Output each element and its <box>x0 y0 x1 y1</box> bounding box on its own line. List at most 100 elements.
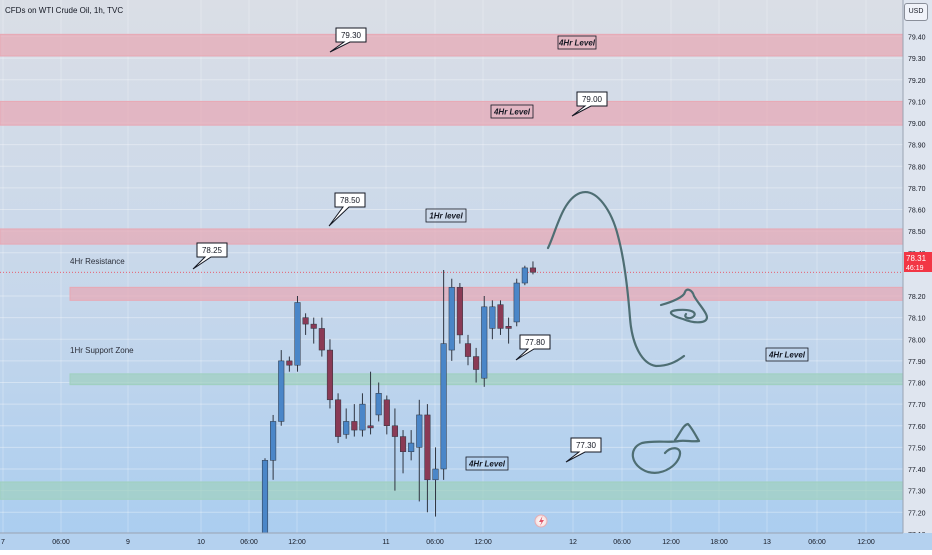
candle[interactable] <box>529 261 537 275</box>
price-callout[interactable] <box>571 91 608 117</box>
current-price-background <box>904 252 932 272</box>
time-axis-background <box>0 533 932 550</box>
candle-body <box>343 421 350 435</box>
time-tick-label: 12:00 <box>662 539 680 546</box>
candle[interactable] <box>326 339 334 409</box>
candle[interactable] <box>521 265 528 286</box>
candle[interactable] <box>318 317 325 357</box>
price-callout-text: 77.30 <box>576 441 597 450</box>
time-tick-label: 12:00 <box>474 539 492 546</box>
zone-label: 4Hr Level <box>468 460 506 469</box>
price-callout-text: 77.80 <box>525 338 546 347</box>
zone-label-box <box>465 456 509 471</box>
candle-body <box>424 414 431 481</box>
candle-body <box>473 356 480 370</box>
candle[interactable] <box>359 393 366 437</box>
flash-icon[interactable] <box>534 514 548 528</box>
candle-body <box>278 360 285 422</box>
time-tick-label: 12:00 <box>857 539 875 546</box>
candle-body <box>351 421 358 431</box>
candle[interactable] <box>335 393 342 444</box>
candle[interactable] <box>481 296 488 387</box>
candle-body <box>391 425 398 437</box>
time-tick-label: 11 <box>382 539 389 546</box>
price-tick-label: 77.80 <box>908 381 926 388</box>
candle[interactable] <box>416 399 423 502</box>
candle-body <box>399 436 407 452</box>
candle[interactable] <box>367 371 374 435</box>
candle[interactable] <box>473 347 480 383</box>
hand-drawn-projection <box>546 191 708 474</box>
price-tick-label: 78.60 <box>908 208 926 215</box>
zone-band[interactable] <box>0 481 904 500</box>
candle[interactable] <box>432 447 439 517</box>
candle[interactable] <box>286 356 293 372</box>
price-callout[interactable] <box>328 192 366 227</box>
price-callout-text: 79.00 <box>582 95 603 104</box>
candle[interactable] <box>513 278 520 327</box>
candle[interactable] <box>464 334 472 366</box>
candle[interactable] <box>391 408 398 491</box>
candle[interactable] <box>489 300 496 340</box>
price-tick-label: 78.20 <box>908 294 926 301</box>
candle[interactable] <box>294 296 301 372</box>
candle-body <box>335 399 342 437</box>
candle[interactable] <box>270 414 277 480</box>
time-tick-label: 9 <box>126 539 130 546</box>
candle-body <box>481 306 488 379</box>
flash-icon-bolt <box>539 516 544 526</box>
candle-body <box>464 343 472 357</box>
time-tick-label: 06:00 <box>613 539 631 546</box>
candle-body <box>432 468 439 481</box>
zone-label-box <box>557 35 597 50</box>
candle-body <box>456 287 463 336</box>
price-tick-label: 77.40 <box>908 467 926 474</box>
candle[interactable] <box>310 317 317 344</box>
zone-band[interactable] <box>69 286 904 301</box>
price-callout[interactable] <box>192 242 228 270</box>
time-axis[interactable]: 7 06:00 9 10 06:00 12:00 11 06:00 12:00 12 06:00 12… <box>0 532 932 550</box>
price-axis[interactable]: 79.40 79.30 79.20 79.10 79.00 78.90 78.80 78.70… <box>902 0 932 555</box>
price-tick-label: 78.10 <box>908 316 926 323</box>
price-tick-label: 77.50 <box>908 445 926 452</box>
candle[interactable] <box>399 430 407 474</box>
zone-band[interactable] <box>0 100 904 126</box>
price-tick-label: 77.90 <box>908 359 926 366</box>
price-callout-text: 78.50 <box>340 196 361 205</box>
currency-button[interactable]: USD <box>904 3 928 21</box>
price-callout[interactable] <box>565 437 602 463</box>
time-tick-label: 18:00 <box>710 539 728 546</box>
candle[interactable] <box>383 395 390 435</box>
zone-band[interactable] <box>0 228 904 245</box>
candle[interactable] <box>375 382 382 422</box>
candle[interactable] <box>505 317 512 344</box>
candle[interactable] <box>424 404 431 513</box>
price-callout[interactable] <box>329 27 367 53</box>
candle[interactable] <box>261 458 269 534</box>
price-callout[interactable] <box>515 334 551 361</box>
candle[interactable] <box>343 408 350 439</box>
candle[interactable] <box>440 270 447 480</box>
zone-band[interactable] <box>0 33 904 57</box>
candle[interactable] <box>278 350 285 426</box>
candle[interactable] <box>456 283 463 344</box>
candle[interactable] <box>497 300 504 335</box>
candle-body <box>367 425 374 429</box>
time-tick-label: 06:00 <box>240 539 258 546</box>
candle-body <box>310 323 317 329</box>
candle[interactable] <box>302 313 309 335</box>
price-tick-label: 79.20 <box>908 78 926 85</box>
zone-label-box <box>765 347 809 362</box>
price-tick-label: 77.20 <box>908 510 926 517</box>
candle[interactable] <box>408 430 415 461</box>
price-callout-text: 78.25 <box>202 246 223 255</box>
zone-label: 1Hr level <box>429 212 463 221</box>
candle[interactable] <box>448 278 455 361</box>
current-price-value: 78.31 <box>906 254 927 263</box>
zone-label: 4Hr Level <box>493 108 531 117</box>
time-tick-label: 13 <box>763 539 771 546</box>
price-tick-label: 79.10 <box>908 99 926 106</box>
candle[interactable] <box>351 404 358 437</box>
